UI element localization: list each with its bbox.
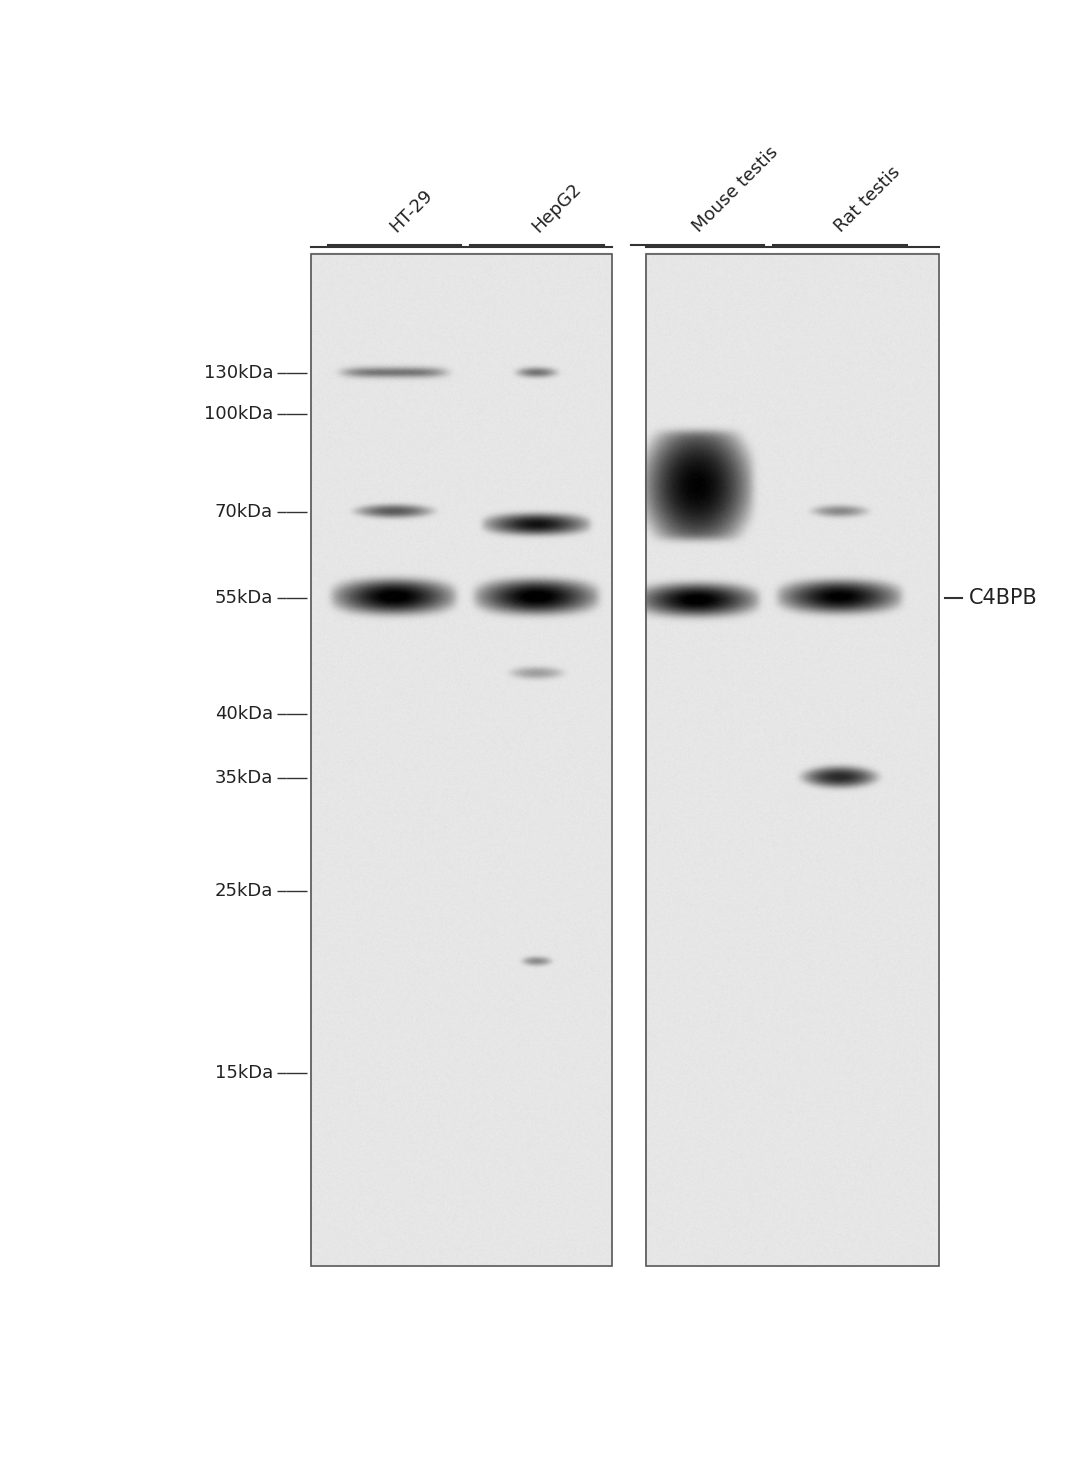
Text: 15kDa: 15kDa [215,1064,273,1082]
Text: Rat testis: Rat testis [832,164,904,237]
Text: 55kDa: 55kDa [215,588,273,607]
Bar [311,254,612,1266]
Text: HT-29: HT-29 [386,185,435,237]
Text: 70kDa: 70kDa [215,502,273,521]
Text: 35kDa: 35kDa [215,769,273,787]
Text: C4BPB: C4BPB [969,588,1038,607]
Text: 25kDa: 25kDa [215,882,273,901]
Text: Mouse testis: Mouse testis [689,143,782,237]
Text: 100kDa: 100kDa [204,404,273,423]
Text: 40kDa: 40kDa [215,705,273,723]
Text: 130kDa: 130kDa [204,365,273,383]
Text: HepG2: HepG2 [528,180,584,237]
Bar [646,254,939,1266]
